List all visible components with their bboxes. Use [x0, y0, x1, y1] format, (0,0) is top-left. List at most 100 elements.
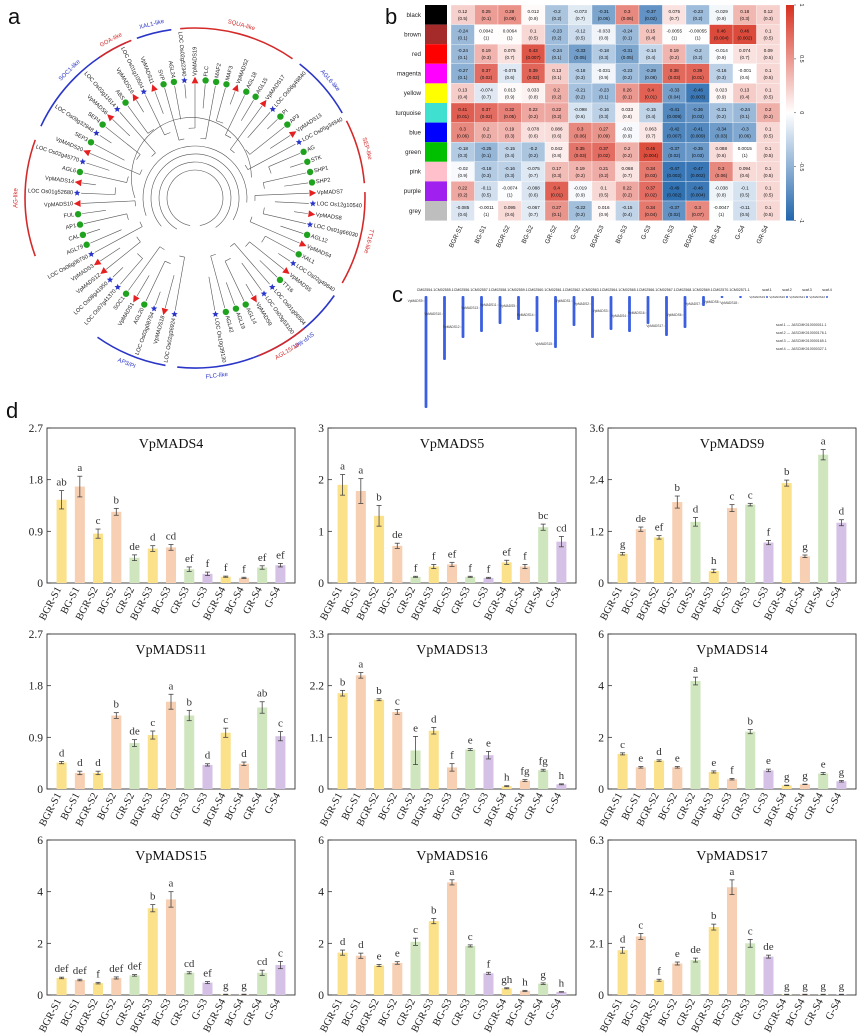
heatmap-cell [709, 142, 734, 162]
clade-arc [24, 139, 37, 257]
y-tick-label: 4 [37, 887, 43, 899]
heatmap-cell-value: 0.3 [577, 127, 584, 132]
tree-branch [268, 153, 301, 167]
heatmap-cell-pvalue: (0.003) [690, 94, 705, 99]
heatmap-cell-pvalue: (0.01) [457, 114, 469, 119]
heatmap-cell [685, 142, 710, 162]
heatmap-cell-pvalue: (0.1) [623, 94, 633, 99]
heatmap-cell [732, 4, 757, 25]
heatmap-cell-value: 0.39 [529, 68, 538, 73]
gene-label: VpMADS8 [704, 300, 719, 304]
heatmap-cell-value: -0.0047 [713, 205, 729, 210]
heatmap-cell-pvalue: (0.5) [764, 153, 774, 158]
heatmap-cell-pvalue: (0.05) [621, 55, 633, 60]
leaf-label: LOC Os12g10540 [317, 201, 362, 209]
heatmap-cell [544, 102, 569, 123]
heatmap-cell-value: -0.24 [622, 29, 633, 34]
heatmap-cell [521, 44, 546, 64]
rice-gene-star-icon [88, 250, 95, 257]
heatmap-cell-pvalue: (0.6) [740, 173, 750, 178]
heatmap-cell [709, 102, 734, 123]
x-tick-label: GR-S4 [241, 585, 265, 617]
bar [257, 707, 268, 789]
leaf-label: TT16 [280, 281, 294, 294]
significance-letter: def [73, 965, 87, 977]
scaffold-dot [806, 296, 808, 298]
x-tick-label: GR-S4 [802, 585, 826, 617]
vp-gene-triangle-icon [107, 114, 115, 122]
heatmap-cell-pvalue: (0.7) [529, 173, 539, 178]
x-tick-label: GR-S4 [241, 997, 265, 1029]
arabidopsis-gene-circle-icon [223, 81, 230, 88]
heatmap-cell-pvalue: (0.2) [576, 212, 586, 217]
heatmap-cell-value: -0.2 [694, 48, 702, 53]
heatmap-cell-pvalue: (0.5) [764, 212, 774, 217]
clade-label: XAL1-like [139, 19, 166, 31]
significance-letter: h [711, 555, 717, 567]
significance-letter: gh [501, 974, 513, 986]
chart-title: VpMADS14 [696, 643, 768, 658]
heatmap-cell-pvalue: (0.9) [717, 55, 727, 60]
leaf-label: PI [282, 108, 290, 116]
tree-branch [83, 213, 127, 224]
bar [654, 980, 665, 995]
chromosome-label: CM02571.1 [731, 288, 750, 292]
bar [635, 767, 646, 789]
heatmap-cell [685, 44, 710, 64]
heatmap-cell-value: 0.17 [552, 166, 561, 171]
heatmap-cell-pvalue: (0.8) [599, 36, 609, 41]
x-tick-label: BGR-S1 [38, 997, 65, 1034]
heatmap-cell-pvalue: (0.8) [717, 192, 727, 197]
vp-gene-triangle-icon [133, 294, 140, 303]
significance-letter: b [711, 910, 717, 922]
bar [538, 983, 549, 995]
scaffold-dot [826, 296, 828, 298]
significance-letter: e [675, 948, 680, 960]
y-tick-label: 1.8 [29, 475, 44, 487]
significance-letter: e [711, 757, 716, 769]
tree-branch [147, 129, 155, 134]
heatmap-cell-value: -0.0055 [666, 29, 682, 34]
heatmap-cell-pvalue: (0.09) [504, 16, 516, 21]
tree-branch [150, 153, 240, 227]
heatmap-cell-pvalue: (0.9) [529, 16, 539, 21]
heatmap-cell-pvalue: (0.6) [529, 192, 539, 197]
heatmap-cell [732, 161, 757, 182]
heatmap-cell-pvalue: (0.03) [645, 173, 657, 178]
y-tick-label: 2 [598, 732, 604, 744]
heatmap-cell-pvalue: (0.3) [505, 173, 515, 178]
tree-branch [202, 84, 206, 109]
bar [257, 567, 268, 583]
bar [56, 762, 67, 789]
x-tick-label: G-S4 [824, 791, 844, 816]
heatmap-cell-pvalue: (0.9) [717, 16, 727, 21]
heatmap-cell [732, 44, 757, 64]
significance-letter: d [241, 748, 247, 760]
heatmap-cell-value: 0.075 [504, 48, 516, 53]
tree-branch [142, 145, 248, 216]
heatmap-cell-pvalue: (0.1) [458, 75, 468, 80]
significance-letter: d [77, 757, 83, 769]
chromosome-label: CM02560.1 [528, 288, 547, 292]
bar [617, 950, 628, 995]
significance-letter: f [414, 562, 418, 574]
bar [165, 547, 177, 583]
x-tick-label: GR-S4 [802, 997, 826, 1029]
heatmap-cell-pvalue: (0.06) [739, 134, 751, 139]
heatmap-cell-pvalue: (0.2) [552, 114, 562, 119]
significance-letter: d [59, 747, 65, 759]
heatmap-cell [591, 122, 616, 143]
chromosome-bar [739, 296, 742, 298]
bar [257, 972, 268, 995]
y-tick-label: 3 [318, 423, 324, 435]
bar [275, 965, 286, 995]
heatmap-cell [521, 4, 546, 25]
module-label: purple [404, 188, 422, 195]
bar [556, 991, 567, 995]
y-tick-label: 2.4 [590, 475, 605, 487]
bar [410, 941, 421, 995]
heatmap-cell-value: 0.2 [554, 87, 561, 92]
heatmap-cell-value: -0.27 [458, 68, 469, 73]
y-tick-label: 0.9 [29, 732, 44, 744]
heatmap-cell [544, 200, 569, 221]
